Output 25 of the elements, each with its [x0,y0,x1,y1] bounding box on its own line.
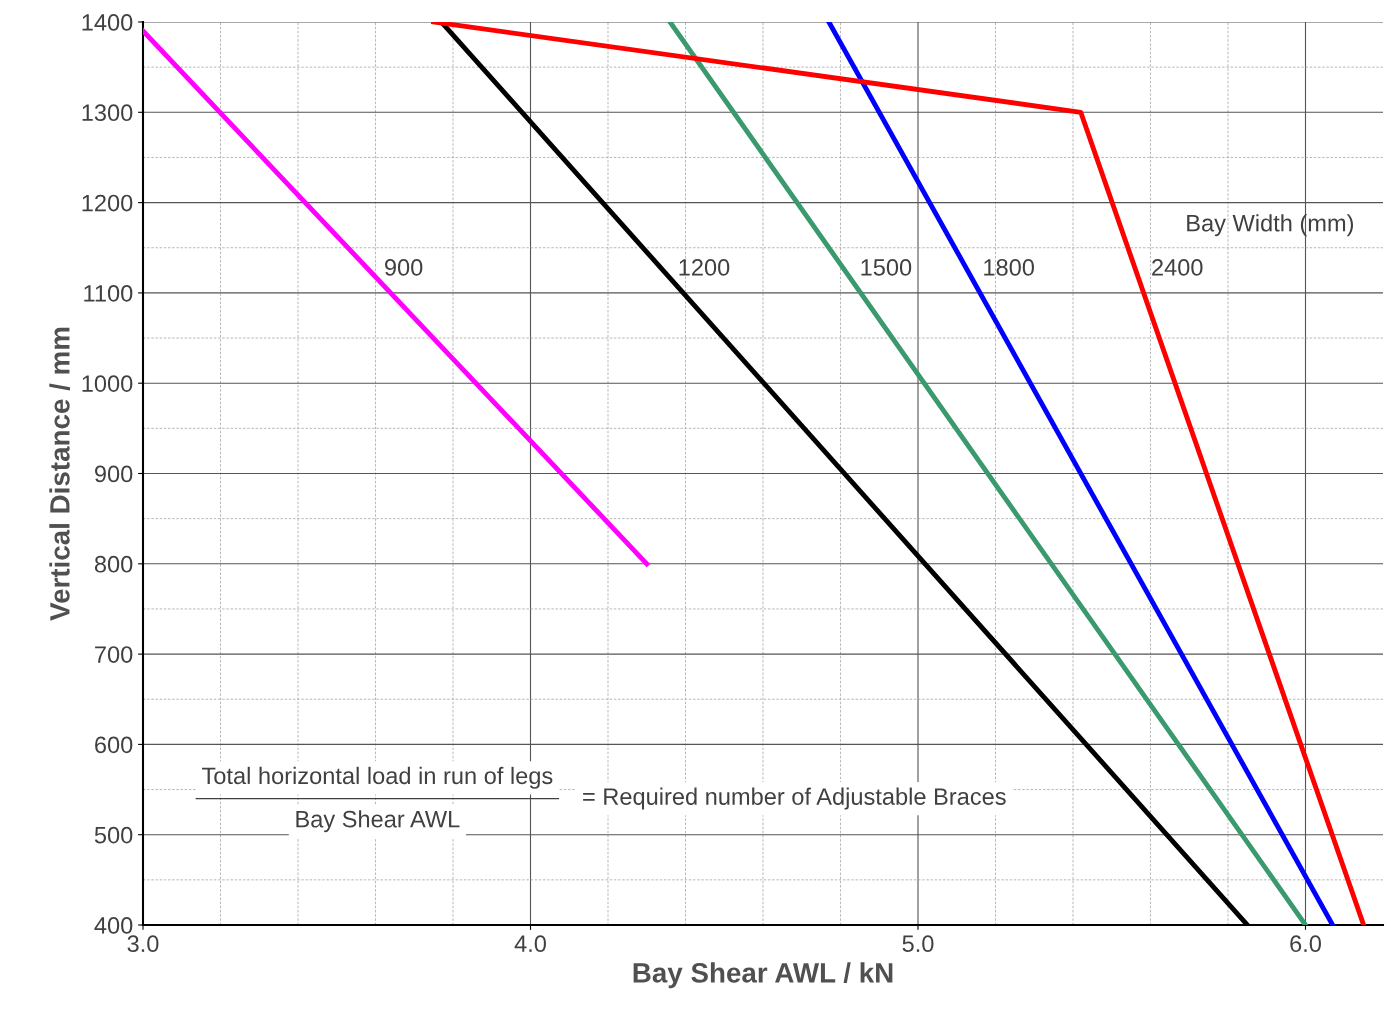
y-tick-label: 700 [95,646,133,663]
y-tick-label: 500 [94,826,133,844]
y-tick-label: 800 [94,555,133,573]
y-tick-label: 400 [94,917,133,934]
x-tick-label: 3.0 [127,935,159,953]
series-label: 1800 [984,259,1034,276]
series-label: 2400 [1152,259,1203,276]
series-label: 1500 [861,259,912,276]
y-axis-title: Vertical Distance / mm [49,327,70,621]
y-tick-label: 1000 [82,375,133,392]
x-tick-label: 5.0 [902,935,934,953]
annotation: Total horizontal load in run of legs [202,766,553,789]
series-label: 900 [385,259,423,276]
x-axis-title: Bay Shear AWL / kN [633,962,893,989]
y-tick-label: 600 [95,736,133,754]
annotation: Bay Shear AWL [296,810,460,833]
y-tick-label: 900 [94,465,133,483]
annotation: = Required number of Adjustable Braces [583,787,1006,810]
x-tick-label: 4.0 [514,935,546,953]
y-tick-label: 1200 [82,194,133,212]
series-label: 1200 [679,259,730,276]
y-tick-label: 1400 [82,14,133,31]
y-tick-label: 1100 [84,284,133,302]
y-tick-label: 1300 [82,104,133,122]
x-tick-label: 6.0 [1290,935,1321,953]
